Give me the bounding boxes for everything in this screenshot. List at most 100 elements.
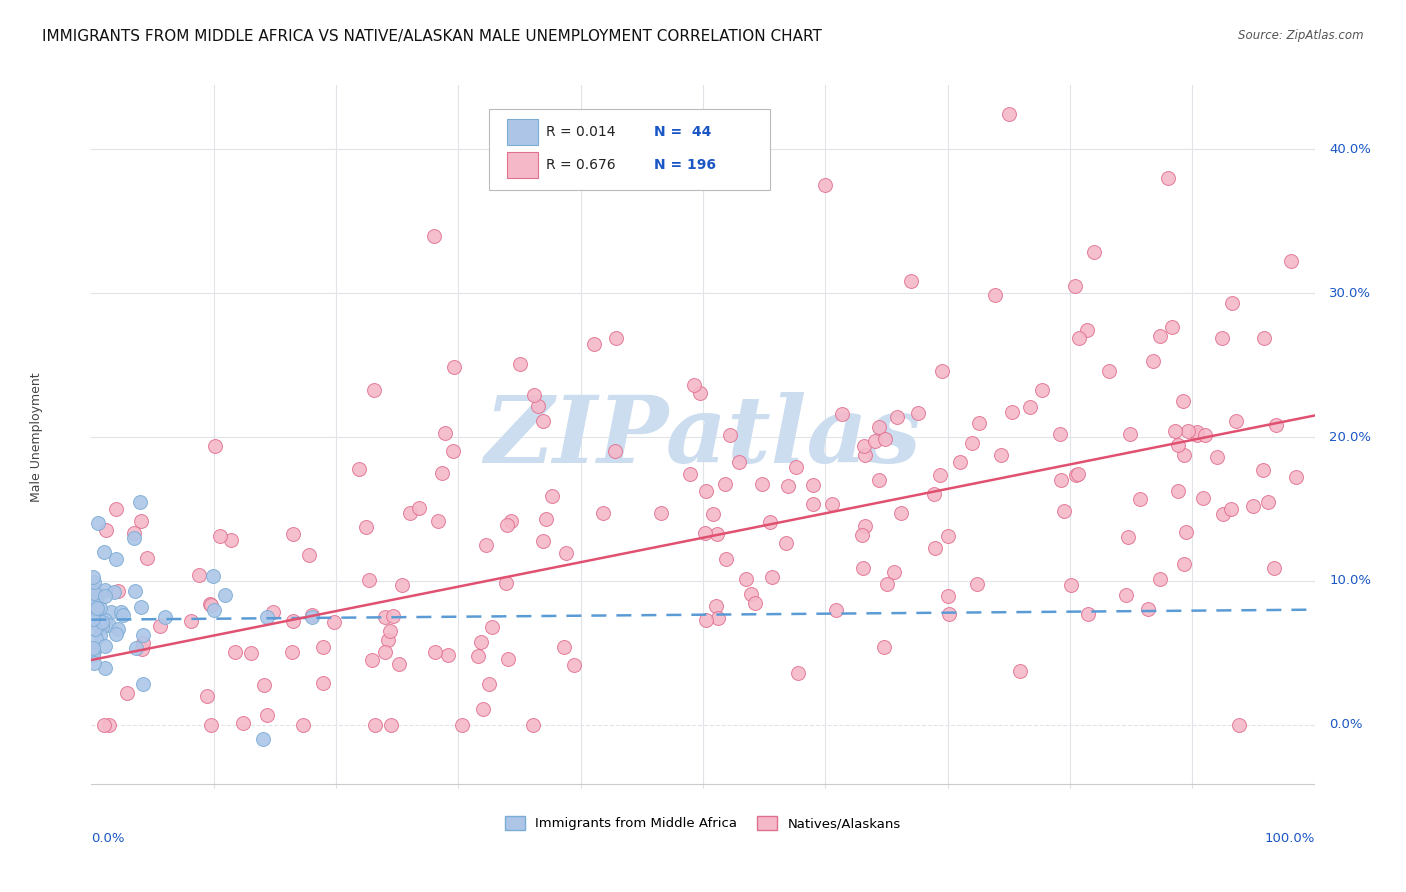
Point xyxy=(110,606,132,620)
Point xyxy=(900,274,922,288)
Point xyxy=(1241,499,1264,513)
Point xyxy=(1220,296,1243,310)
Point xyxy=(132,628,155,642)
Point xyxy=(388,657,411,671)
Point xyxy=(94,523,117,537)
Point xyxy=(1019,401,1042,415)
Point xyxy=(437,648,460,663)
Point xyxy=(907,406,929,420)
Point xyxy=(496,652,519,666)
Point xyxy=(522,717,544,731)
Point xyxy=(969,417,991,431)
Text: N = 196: N = 196 xyxy=(654,158,716,172)
Point xyxy=(1177,424,1199,438)
Point xyxy=(1049,426,1071,441)
Point xyxy=(922,486,945,500)
Point xyxy=(283,614,305,628)
Point xyxy=(153,610,176,624)
Point xyxy=(541,489,564,503)
Point xyxy=(98,617,121,632)
Point xyxy=(200,717,222,731)
Point xyxy=(107,622,129,636)
Point xyxy=(1206,450,1229,464)
Point xyxy=(281,645,304,659)
Point xyxy=(232,716,254,731)
Point xyxy=(129,515,152,529)
Text: 0.0%: 0.0% xyxy=(91,831,125,845)
Point xyxy=(728,455,751,469)
Point xyxy=(432,466,454,480)
Point xyxy=(851,528,873,542)
Point xyxy=(1253,331,1275,345)
Point xyxy=(1001,405,1024,419)
Point xyxy=(863,434,886,448)
Point xyxy=(256,609,278,624)
Point xyxy=(1167,438,1189,452)
Point xyxy=(301,610,323,624)
Point xyxy=(931,364,953,378)
Point xyxy=(82,640,104,655)
Point xyxy=(1149,328,1171,343)
Point xyxy=(1160,320,1182,334)
Point xyxy=(423,228,446,243)
Point xyxy=(1194,428,1216,442)
Point xyxy=(1067,331,1090,345)
FancyBboxPatch shape xyxy=(489,110,770,191)
Point xyxy=(824,603,846,617)
Point xyxy=(1171,394,1194,409)
Point xyxy=(149,619,172,633)
Point xyxy=(433,426,456,441)
Point xyxy=(89,601,111,615)
Point xyxy=(759,516,782,530)
Point xyxy=(93,545,115,559)
Point xyxy=(122,531,145,545)
Point xyxy=(683,378,706,392)
Point xyxy=(531,414,554,428)
Point xyxy=(929,468,952,483)
Point xyxy=(240,646,263,660)
Point xyxy=(86,516,108,531)
Point xyxy=(112,607,135,622)
Point xyxy=(495,576,517,591)
Point xyxy=(583,336,606,351)
Point xyxy=(801,497,824,511)
Point xyxy=(1185,427,1208,442)
Point xyxy=(91,615,114,629)
Point xyxy=(374,609,396,624)
Point xyxy=(714,551,737,566)
Point xyxy=(204,439,226,453)
Text: R = 0.014: R = 0.014 xyxy=(547,125,616,139)
Point xyxy=(1142,353,1164,368)
Point xyxy=(706,527,728,541)
Point xyxy=(1257,495,1279,509)
Point xyxy=(93,717,115,731)
Point xyxy=(201,568,224,582)
Text: IMMIGRANTS FROM MIDDLE AFRICA VS NATIVE/ALASKAN MALE UNEMPLOYMENT CORRELATION CH: IMMIGRANTS FROM MIDDLE AFRICA VS NATIVE/… xyxy=(42,29,823,44)
Point xyxy=(776,479,799,493)
Point xyxy=(1077,607,1099,621)
Point xyxy=(936,590,959,604)
Point xyxy=(1211,330,1233,344)
Point xyxy=(202,602,225,616)
Point xyxy=(1076,322,1098,336)
Point xyxy=(100,605,122,619)
Point xyxy=(423,645,446,659)
Point xyxy=(93,639,115,653)
Point xyxy=(1174,524,1197,539)
Point xyxy=(86,594,108,608)
Point xyxy=(262,605,284,619)
Point xyxy=(188,568,211,582)
Point xyxy=(475,538,498,552)
Point xyxy=(426,514,449,528)
Point xyxy=(1031,384,1053,398)
Point xyxy=(949,455,972,469)
Point xyxy=(1251,463,1274,477)
Point xyxy=(495,518,517,533)
Point xyxy=(1119,426,1142,441)
Point xyxy=(1053,504,1076,518)
Point xyxy=(718,427,741,442)
Point xyxy=(868,420,890,434)
Point xyxy=(86,632,108,646)
Point xyxy=(104,626,127,640)
Point xyxy=(1149,572,1171,586)
